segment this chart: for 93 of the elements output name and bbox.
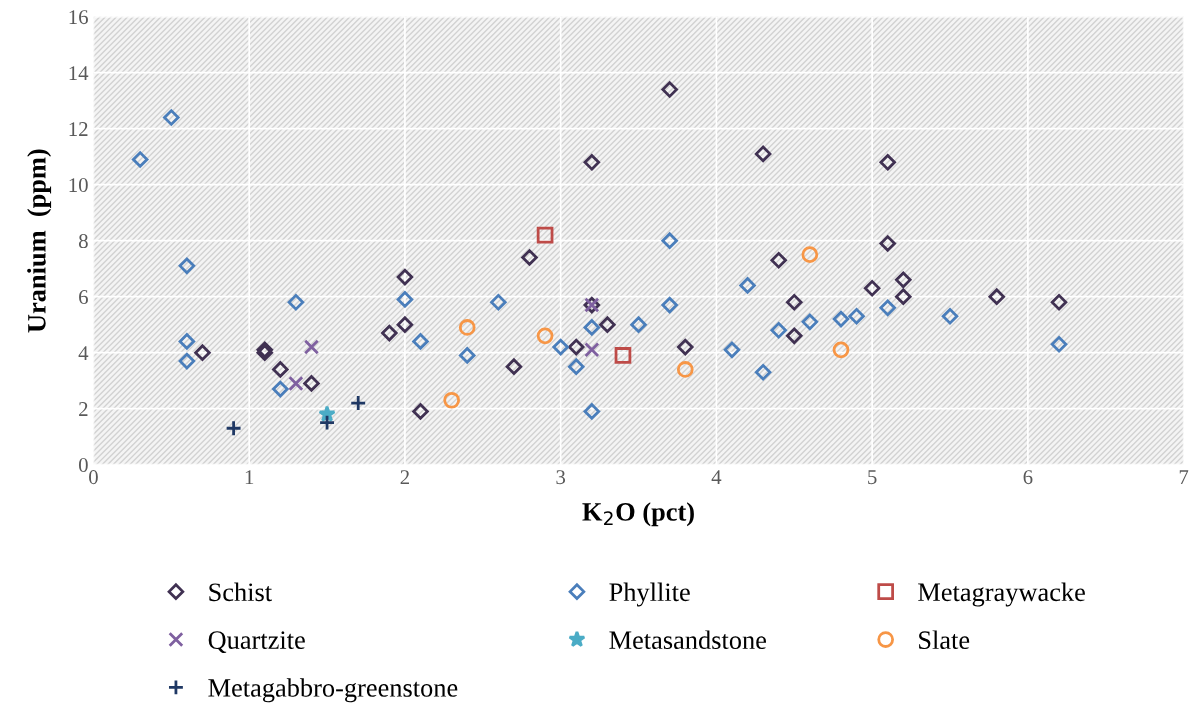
point — [443, 391, 460, 409]
point — [754, 363, 772, 381]
point — [583, 319, 601, 336]
point — [536, 226, 554, 244]
legend-label: Slate — [919, 630, 970, 650]
point — [1050, 294, 1068, 311]
point — [303, 375, 320, 392]
point — [723, 341, 741, 359]
point — [988, 288, 1005, 305]
point — [801, 313, 819, 331]
x-tick-label: 5 — [868, 470, 877, 485]
y-tick-label: 2 — [79, 402, 88, 416]
point — [879, 154, 896, 171]
y-tick-label: 16 — [69, 10, 88, 25]
point — [832, 310, 850, 328]
point — [863, 280, 881, 297]
point — [303, 339, 320, 355]
point — [318, 405, 336, 422]
y-tick-label: 4 — [78, 346, 89, 360]
point — [396, 268, 414, 286]
legend-label: Quartzite — [208, 631, 305, 653]
point — [786, 294, 803, 311]
legend-label: Metagraywacke — [918, 582, 1085, 607]
point — [630, 316, 647, 333]
point — [521, 249, 538, 266]
point — [381, 324, 398, 342]
point — [178, 333, 196, 350]
point — [801, 246, 819, 263]
point — [567, 338, 585, 356]
y-tick-label: 10 — [69, 178, 88, 193]
y-tick-label: 12 — [69, 122, 88, 136]
point — [676, 361, 694, 378]
point — [754, 145, 772, 163]
point — [614, 347, 632, 364]
point — [194, 344, 211, 361]
point — [288, 375, 304, 392]
point — [536, 327, 554, 345]
point — [599, 316, 616, 333]
y-tick-label: 0 — [78, 458, 88, 473]
x-tick-label: 2 — [400, 470, 409, 484]
y-axis-title: Uranium (ppm) — [27, 149, 52, 333]
y-tick-label: 8 — [78, 234, 88, 249]
point — [676, 338, 694, 356]
point — [458, 319, 476, 336]
point — [661, 81, 678, 98]
legend-label: Metagabbro-greenstone — [208, 678, 458, 703]
point — [272, 380, 289, 398]
point — [786, 327, 803, 345]
x-tick-label: 3 — [556, 470, 566, 485]
point — [941, 308, 959, 325]
point — [412, 333, 429, 350]
y-tick-label: 6 — [79, 290, 88, 305]
legend-label: Phyllite — [609, 582, 690, 607]
x-tick-label: 4 — [711, 470, 722, 484]
point — [583, 154, 601, 171]
point — [583, 403, 601, 420]
point — [163, 109, 180, 126]
point — [318, 414, 336, 431]
point — [396, 291, 414, 308]
point — [490, 294, 507, 311]
point — [131, 151, 149, 168]
point — [287, 294, 305, 311]
point — [458, 347, 476, 364]
point — [770, 321, 787, 339]
point — [412, 403, 429, 420]
point — [349, 394, 367, 412]
point — [225, 419, 242, 437]
point — [661, 296, 678, 314]
x-tick-label: 7 — [1179, 470, 1189, 484]
point — [272, 361, 289, 378]
point — [1050, 335, 1068, 353]
legend-label: Schist — [209, 582, 272, 602]
point — [832, 341, 850, 359]
point — [739, 277, 756, 294]
point — [505, 358, 523, 375]
point — [879, 235, 896, 252]
legend-label: Metasandstone — [609, 630, 766, 650]
point — [661, 232, 678, 249]
x-tick-label: 6 — [1023, 470, 1033, 485]
point — [178, 257, 196, 275]
point — [178, 352, 196, 370]
point — [895, 271, 912, 289]
point — [770, 252, 787, 269]
point — [584, 342, 600, 358]
point — [567, 358, 585, 375]
point — [879, 299, 896, 317]
point — [848, 308, 865, 325]
y-tick-label: 14 — [69, 66, 89, 80]
point — [396, 316, 414, 333]
point — [552, 338, 569, 356]
x-tick-label: 1 — [245, 470, 254, 484]
point — [895, 288, 912, 305]
x-axis-title: K$_{2}$O (pct) — [582, 502, 694, 527]
